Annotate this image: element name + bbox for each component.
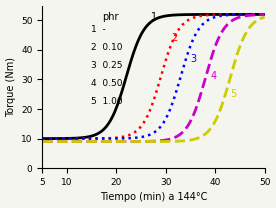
- Text: 3  0.25: 3 0.25: [91, 61, 123, 70]
- Text: 1  -: 1 -: [91, 25, 106, 34]
- Text: 2: 2: [171, 33, 177, 43]
- X-axis label: Tiempo (min) a 144°C: Tiempo (min) a 144°C: [100, 192, 207, 202]
- Text: 3: 3: [190, 54, 197, 64]
- Text: 4  0.50: 4 0.50: [91, 79, 123, 88]
- Text: 1: 1: [151, 12, 157, 22]
- Text: 4: 4: [210, 72, 216, 82]
- Y-axis label: Torque (Nm): Torque (Nm): [6, 57, 15, 117]
- Text: phr: phr: [102, 12, 119, 22]
- Text: 5: 5: [230, 89, 236, 99]
- Text: 5  1.00: 5 1.00: [91, 97, 123, 106]
- Text: 2  0.10: 2 0.10: [91, 43, 123, 52]
